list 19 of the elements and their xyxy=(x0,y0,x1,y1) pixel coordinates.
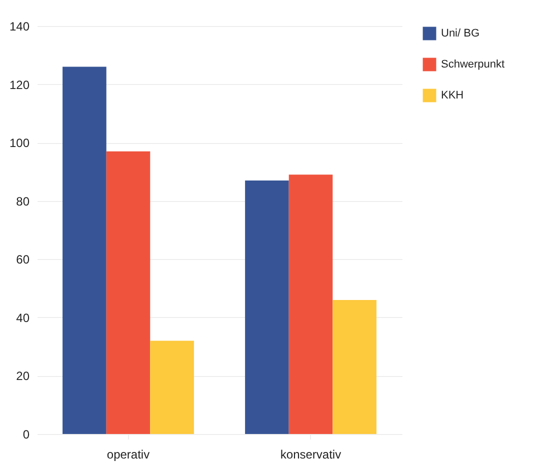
x-tick-label: konservativ xyxy=(280,448,342,462)
legend-label: KKH xyxy=(441,90,464,102)
y-tick-label: 120 xyxy=(9,78,30,92)
bar xyxy=(288,174,333,434)
y-tick-label: 0 xyxy=(22,428,30,442)
y-tick-label: 20 xyxy=(16,369,30,384)
y-tick-label: 60 xyxy=(16,252,30,267)
legend-label: Uni/ BG xyxy=(441,28,480,40)
y-tick-label: 100 xyxy=(9,136,30,150)
y-tick-label: 140 xyxy=(9,20,30,34)
bar xyxy=(245,180,289,434)
bar xyxy=(106,151,150,434)
bar xyxy=(62,66,106,434)
bar xyxy=(150,340,194,434)
x-tick-label: operativ xyxy=(106,448,150,462)
y-tick-label: 80 xyxy=(16,194,30,208)
bar xyxy=(332,300,376,434)
y-tick-label: 40 xyxy=(16,310,30,325)
legend-label: Schwerpunkt xyxy=(441,58,505,70)
